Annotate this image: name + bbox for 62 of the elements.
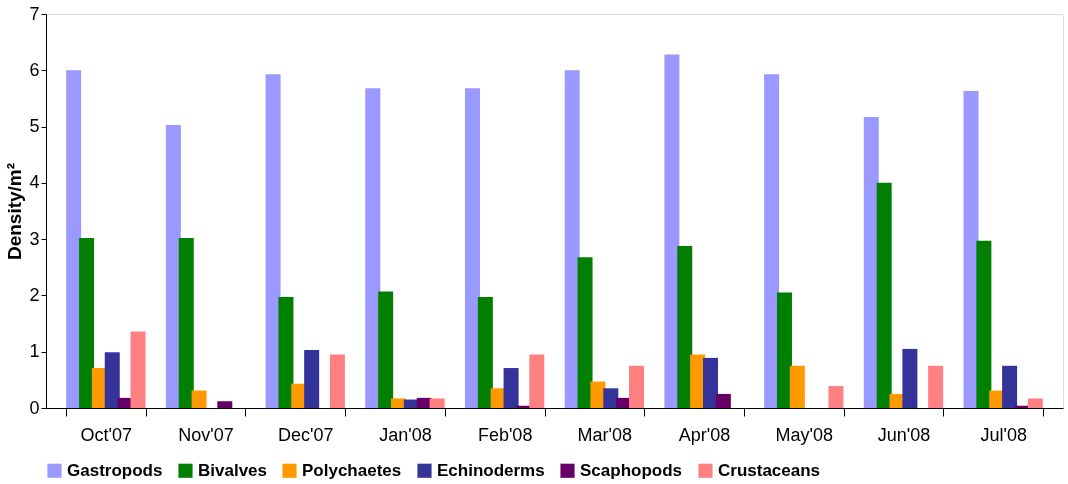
bar [876,182,892,408]
bar [702,357,718,408]
bar [130,331,146,408]
x-tick-label: Oct'07 [80,424,133,445]
bar [165,124,181,408]
y-tick-label: 0 [29,397,40,418]
bar [464,88,480,408]
x-tick-label: Jan'08 [379,424,432,445]
bar [378,291,394,408]
bar [104,352,120,408]
bar [217,401,233,408]
bar [828,386,844,408]
bar [329,354,345,408]
legend-label: Echinoderms [437,460,545,480]
y-tick-label: 3 [29,228,40,249]
bar [429,398,445,408]
bar [66,70,82,408]
bar [677,245,693,408]
legend-label: Scaphopods [580,460,683,480]
bar [304,350,320,408]
legend-label: Polychaetes [302,460,402,480]
legend-label: Gastropods [67,460,163,480]
bar [715,393,731,408]
bar [776,292,792,408]
bar [603,388,619,408]
bar [191,390,207,408]
legend-label: Crustaceans [718,460,821,480]
bar [564,70,580,408]
bar [529,354,545,408]
x-tick-label: Nov'07 [178,424,234,445]
bar [265,74,281,408]
y-axis-title: Density/m² [4,162,26,261]
bar [178,238,194,408]
legend-label: Bivalves [198,460,267,480]
bar [79,238,95,408]
y-tick-label: 5 [29,116,40,137]
bar [764,74,780,408]
bar [1002,365,1018,408]
bar [629,365,645,408]
y-tick-label: 6 [29,59,40,80]
bar [928,365,944,408]
bar [976,240,992,408]
bar [365,88,381,408]
bar [1027,398,1043,408]
x-tick-label: Jun'08 [877,424,931,445]
x-tick-label: Jul'08 [980,424,1027,445]
y-tick-label: 4 [29,172,40,193]
bar [664,54,680,408]
x-tick-label: Feb'08 [477,424,533,445]
bar [477,297,493,408]
y-tick-label: 1 [29,341,40,362]
x-tick-label: Dec'07 [278,424,334,445]
bar [902,348,918,408]
bar [503,368,519,408]
bar [577,257,593,408]
y-tick-label: 2 [29,284,40,305]
x-tick-label: Mar'08 [577,424,633,445]
bar [278,297,294,408]
y-tick-label: 7 [29,3,40,24]
x-tick-label: May'08 [775,424,833,445]
x-tick-label: Apr'08 [678,424,731,445]
bar [789,365,805,408]
